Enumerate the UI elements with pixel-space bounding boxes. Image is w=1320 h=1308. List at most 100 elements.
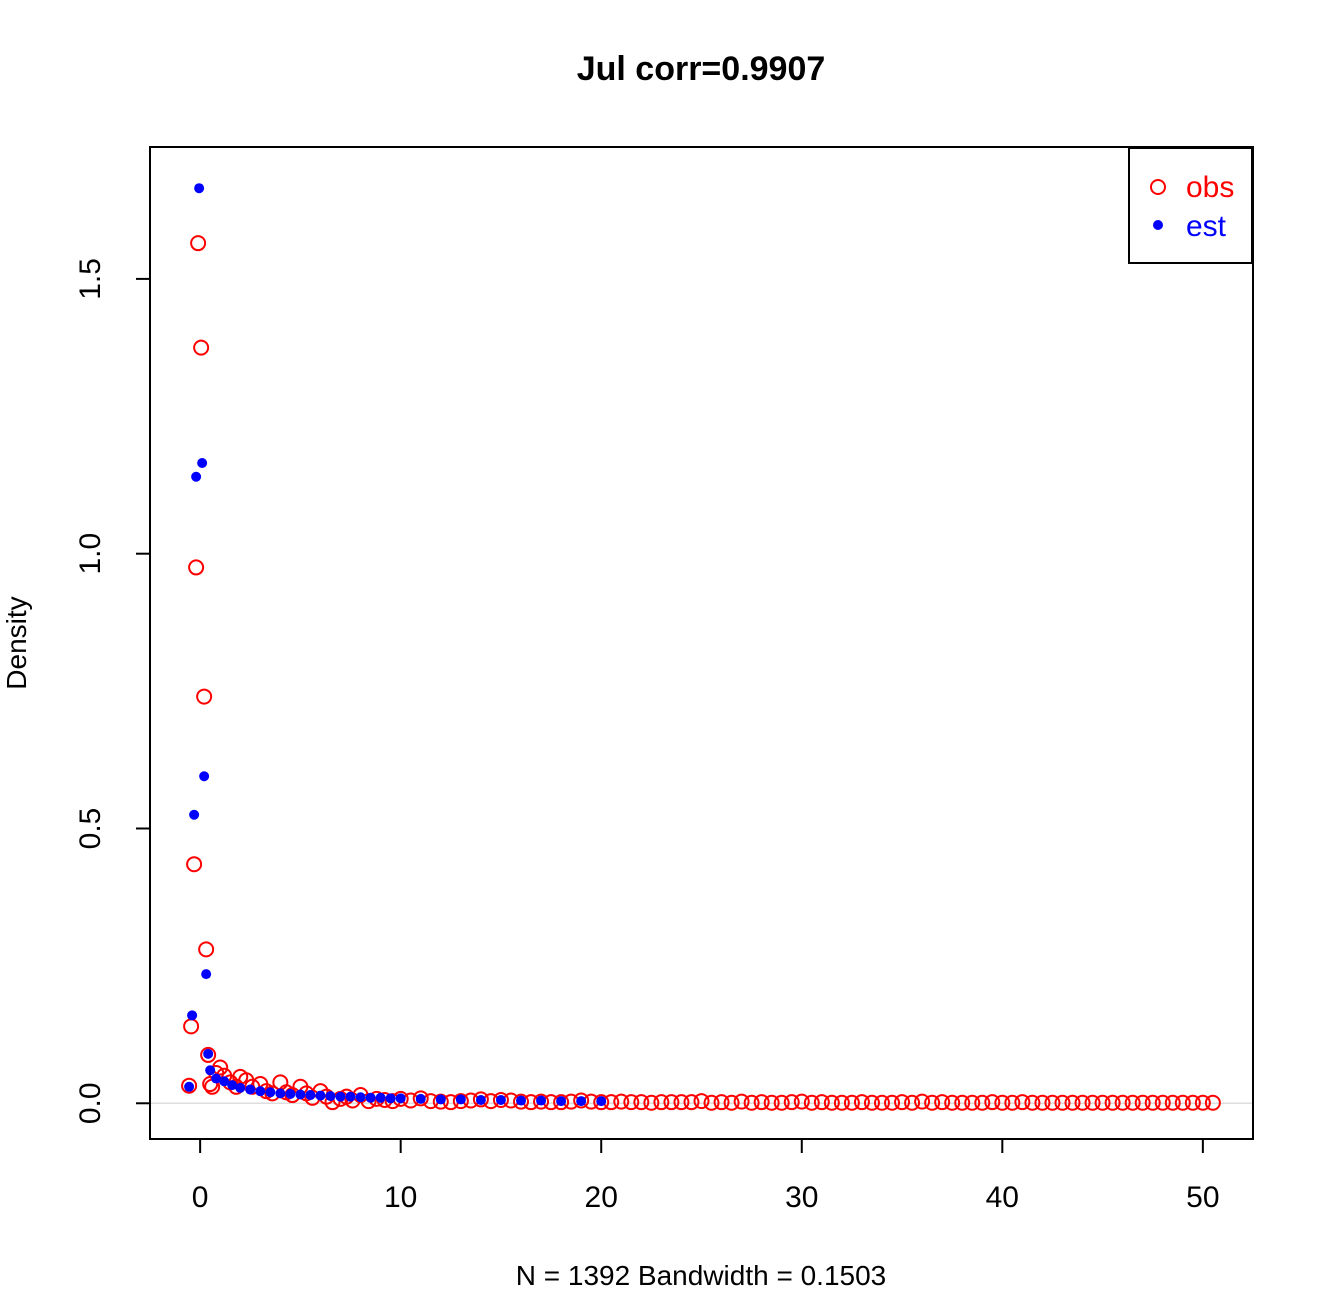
obs-point <box>894 1094 911 1111</box>
obs-point <box>884 1094 901 1111</box>
obs-point <box>823 1094 840 1111</box>
y-tick-label: 1.5 <box>74 258 107 300</box>
est-point <box>211 1073 222 1084</box>
obs-point <box>1014 1094 1031 1111</box>
est-point <box>235 1082 246 1093</box>
legend-box <box>1128 147 1253 264</box>
obs-point <box>186 856 203 873</box>
est-point <box>365 1092 376 1103</box>
obs-point <box>863 1094 880 1111</box>
obs-point <box>653 1094 670 1111</box>
est-point <box>227 1080 238 1091</box>
est-point <box>315 1090 326 1101</box>
est-point <box>556 1096 567 1107</box>
obs-point <box>1084 1094 1101 1111</box>
obs-point <box>1004 1094 1021 1111</box>
obs-point <box>763 1094 780 1111</box>
x-axis-label: N = 1392 Bandwidth = 0.1503 <box>516 1260 887 1291</box>
est-point <box>385 1093 396 1104</box>
est-point <box>285 1088 296 1099</box>
obs-point <box>613 1093 630 1110</box>
est-point <box>275 1088 286 1099</box>
est-point <box>184 1081 195 1092</box>
obs-point <box>188 559 205 576</box>
obs-point <box>703 1094 720 1111</box>
obs-point <box>593 1094 610 1111</box>
est-point <box>199 771 210 782</box>
y-axis: 0.0 0.5 1.0 1.5 <box>74 258 151 1124</box>
obs-point <box>198 941 215 958</box>
obs-point <box>1174 1094 1191 1111</box>
est-point <box>375 1092 386 1103</box>
est-point <box>197 458 208 469</box>
est-point <box>335 1091 346 1102</box>
x-tick-label: 0 <box>192 1181 209 1214</box>
obs-point <box>673 1094 690 1111</box>
est-point <box>516 1095 527 1106</box>
est-point <box>355 1092 366 1103</box>
est-point <box>201 969 212 980</box>
obs-point <box>1074 1094 1091 1111</box>
obs-point <box>181 1077 198 1094</box>
obs-point <box>1114 1094 1131 1111</box>
est-point <box>219 1076 230 1087</box>
obs-point <box>663 1094 680 1111</box>
est-point <box>194 183 205 194</box>
obs-point <box>1034 1094 1051 1111</box>
obs-series <box>181 235 1221 1111</box>
obs-point <box>753 1094 770 1111</box>
obs-point <box>1104 1094 1121 1111</box>
obs-point <box>1194 1094 1211 1111</box>
est-point <box>187 1010 198 1021</box>
obs-point <box>553 1094 570 1111</box>
obs-point <box>1154 1094 1171 1111</box>
obs-point <box>803 1094 820 1111</box>
obs-point <box>713 1094 730 1111</box>
legend: obs est <box>1128 147 1253 264</box>
est-point <box>205 1065 216 1076</box>
obs-point <box>1204 1094 1221 1111</box>
obs-point <box>196 688 213 705</box>
obs-point <box>1064 1094 1081 1111</box>
obs-point <box>1164 1094 1181 1111</box>
obs-point <box>633 1094 650 1111</box>
obs-point <box>573 1092 590 1109</box>
obs-point <box>954 1094 971 1111</box>
y-tick-label: 0.5 <box>74 808 107 850</box>
obs-point <box>1184 1094 1201 1111</box>
obs-point <box>743 1094 760 1111</box>
est-point <box>536 1095 547 1106</box>
obs-point <box>813 1094 830 1111</box>
x-tick-label: 20 <box>585 1181 618 1214</box>
obs-point <box>513 1093 530 1110</box>
est-point <box>325 1091 336 1102</box>
obs-point <box>793 1093 810 1110</box>
obs-point <box>452 1093 469 1110</box>
obs-point <box>843 1094 860 1111</box>
est-point <box>191 471 202 482</box>
obs-point <box>693 1093 710 1110</box>
y-axis-label: Density <box>1 596 32 689</box>
legend-est-label: est <box>1186 210 1227 243</box>
obs-point <box>623 1094 640 1111</box>
est-point <box>395 1093 406 1104</box>
legend-obs-marker <box>1150 179 1166 195</box>
x-tick-label: 10 <box>384 1181 417 1214</box>
obs-point <box>723 1094 740 1111</box>
obs-point <box>783 1094 800 1111</box>
est-point <box>455 1094 466 1105</box>
obs-point <box>1144 1094 1161 1111</box>
est-point <box>295 1089 306 1100</box>
x-tick-label: 40 <box>986 1181 1019 1214</box>
est-point <box>415 1093 426 1104</box>
est-point <box>596 1096 607 1107</box>
obs-point <box>472 1091 489 1108</box>
est-point <box>265 1087 276 1098</box>
obs-point <box>193 339 210 356</box>
obs-point <box>994 1094 1011 1111</box>
obs-point <box>853 1094 870 1111</box>
obs-point <box>643 1094 660 1111</box>
obs-point <box>873 1094 890 1111</box>
est-point <box>345 1091 356 1102</box>
